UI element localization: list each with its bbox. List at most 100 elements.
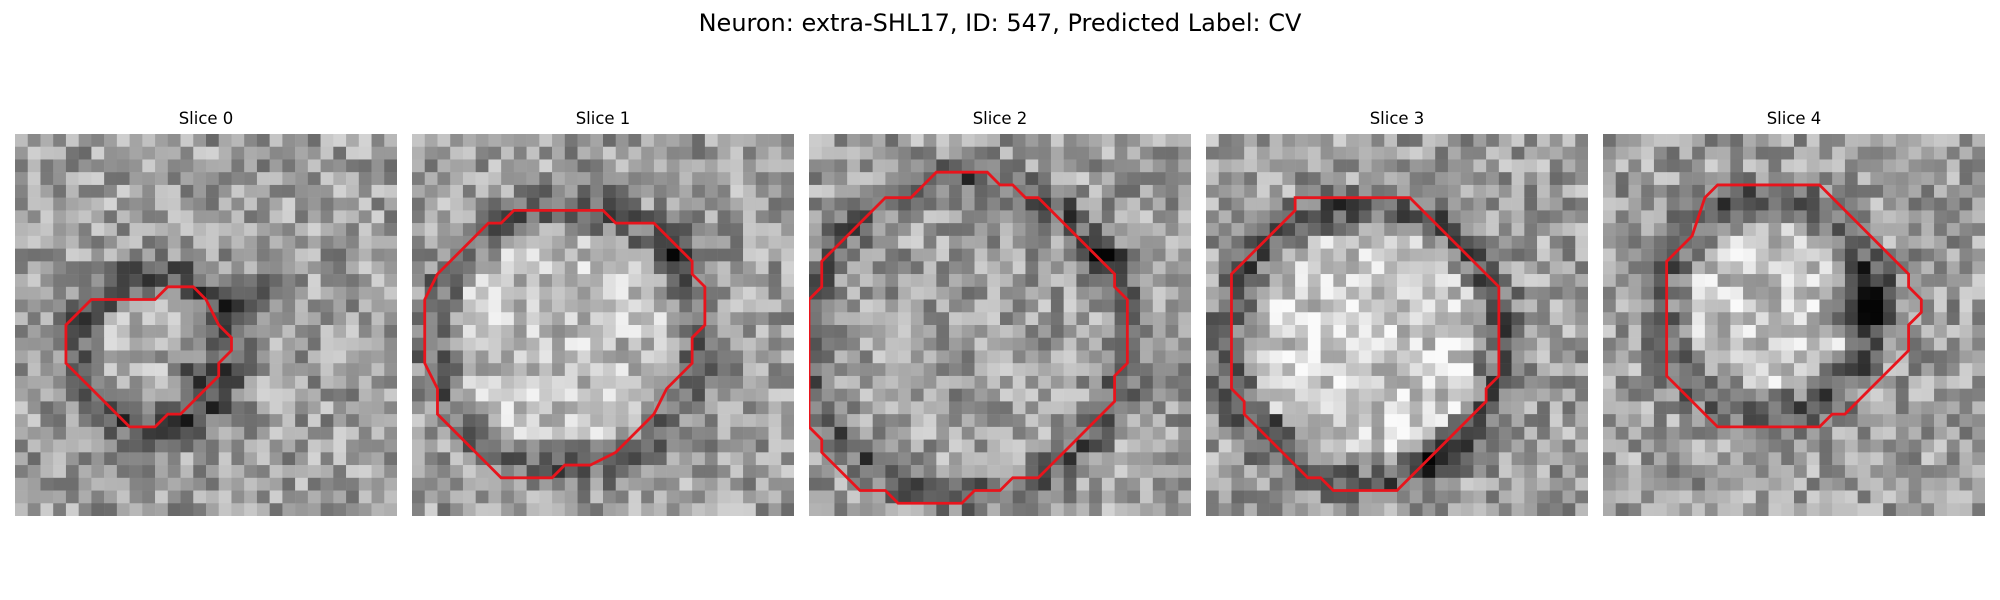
image-pixel	[539, 325, 553, 338]
image-pixel	[1050, 439, 1064, 453]
image-pixel	[1050, 465, 1064, 479]
image-pixel	[1768, 235, 1782, 249]
image-pixel	[320, 248, 334, 262]
image-pixel	[1946, 210, 1960, 224]
image-pixel	[1282, 134, 1296, 147]
image-pixel	[1371, 146, 1385, 160]
image-pixel	[704, 223, 718, 237]
image-pixel	[244, 146, 258, 160]
image-pixel	[923, 363, 937, 377]
image-pixel	[15, 223, 28, 237]
image-pixel	[1498, 363, 1512, 377]
image-pixel	[104, 223, 118, 237]
image-pixel	[679, 477, 693, 491]
image-pixel	[1844, 197, 1858, 211]
image-pixel	[1768, 388, 1782, 402]
image-pixel	[603, 401, 616, 415]
image-pixel	[1934, 337, 1948, 351]
image-pixel	[743, 490, 757, 504]
image-pixel	[628, 388, 642, 402]
image-pixel	[116, 337, 130, 351]
image-pixel	[1152, 375, 1166, 389]
image-pixel	[1959, 248, 1973, 262]
image-pixel	[1679, 210, 1693, 224]
image-pixel	[1908, 490, 1922, 504]
image-pixel	[1679, 248, 1693, 262]
image-pixel	[821, 350, 835, 364]
image-pixel	[1384, 388, 1398, 402]
image-pixel	[1628, 452, 1642, 466]
image-pixel	[1946, 312, 1960, 326]
image-pixel	[155, 477, 169, 491]
image-pixel	[1152, 197, 1166, 211]
image-pixel	[1140, 274, 1154, 288]
image-pixel	[1358, 325, 1372, 338]
image-pixel	[475, 197, 489, 211]
image-pixel	[1615, 503, 1629, 516]
image-pixel	[462, 452, 476, 466]
image-pixel	[358, 312, 372, 326]
image-pixel	[1972, 172, 1985, 186]
image-pixel	[1908, 375, 1922, 389]
image-pixel	[1498, 414, 1512, 428]
image-pixel	[974, 248, 988, 262]
image-pixel	[1050, 414, 1064, 428]
image-pixel	[653, 439, 667, 453]
image-pixel	[809, 337, 822, 351]
image-pixel	[1127, 223, 1141, 237]
image-pixel	[1397, 286, 1410, 300]
image-pixel	[641, 337, 655, 351]
image-pixel	[462, 477, 476, 491]
image-pixel	[1409, 286, 1423, 300]
image-pixel	[1755, 414, 1769, 428]
image-pixel	[885, 401, 899, 415]
image-pixel	[15, 146, 28, 160]
image-pixel	[1269, 426, 1283, 440]
image-pixel	[1511, 261, 1525, 275]
image-pixel	[961, 350, 975, 364]
image-pixel	[1755, 350, 1769, 364]
image-pixel	[1025, 363, 1039, 377]
image-pixel	[1730, 210, 1744, 224]
image-pixel	[923, 274, 937, 288]
image-pixel	[116, 490, 130, 504]
image-pixel	[424, 248, 438, 262]
image-pixel	[1615, 375, 1629, 389]
image-pixel	[1870, 401, 1884, 415]
image-pixel	[1679, 261, 1693, 275]
image-pixel	[1152, 401, 1166, 415]
image-pixel	[1498, 439, 1512, 453]
image-pixel	[1269, 325, 1283, 338]
image-pixel	[1320, 274, 1334, 288]
image-pixel	[1883, 274, 1897, 288]
image-pixel	[1679, 503, 1693, 516]
image-pixel	[1333, 172, 1347, 186]
image-pixel	[859, 477, 873, 491]
image-pixel	[1152, 388, 1166, 402]
image-pixel	[488, 414, 502, 428]
image-pixel	[1575, 350, 1588, 364]
image-pixel	[1063, 477, 1077, 491]
image-pixel	[949, 197, 963, 211]
image-pixel	[1832, 286, 1846, 300]
image-pixel	[1165, 503, 1179, 516]
image-pixel	[1244, 503, 1258, 516]
image-pixel	[1628, 197, 1642, 211]
image-pixel	[847, 197, 861, 211]
image-pixel	[65, 375, 79, 389]
image-pixel	[1679, 274, 1693, 288]
image-pixel	[1114, 414, 1128, 428]
image-pixel	[1012, 388, 1026, 402]
image-pixel	[1615, 235, 1629, 249]
image-pixel	[104, 477, 118, 491]
image-pixel	[1178, 388, 1191, 402]
image-pixel	[1435, 286, 1449, 300]
image-pixel	[1794, 248, 1807, 262]
image-pixel	[692, 465, 706, 479]
image-pixel	[923, 477, 937, 491]
image-pixel	[206, 184, 219, 198]
image-pixel	[949, 235, 963, 249]
image-pixel	[821, 134, 835, 147]
image-pixel	[692, 210, 706, 224]
image-pixel	[320, 223, 334, 237]
